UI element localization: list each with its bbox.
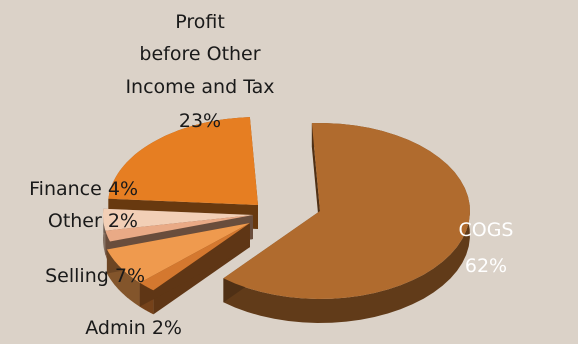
label-profit-line3: Income and Tax <box>125 76 274 98</box>
pie-slice-cogs <box>223 123 470 299</box>
pie-slice-admin <box>139 223 250 291</box>
pie-slice-face <box>311 123 320 235</box>
label-profit-pct: 23% <box>179 110 221 132</box>
pie-slice-profit-before-other-income-and-tax <box>108 117 259 205</box>
pie-slice-other <box>105 215 254 242</box>
label-cogs-pct: 62% <box>465 255 507 277</box>
pie-slice-selling <box>106 223 251 283</box>
pie-slices <box>103 117 470 323</box>
pie-slice-finance <box>103 208 253 231</box>
pie-slice-face <box>139 223 250 307</box>
label-finance: Finance 4% <box>29 178 138 200</box>
label-selling: Selling 7% <box>45 265 145 287</box>
label-admin: Admin 2% <box>85 317 182 339</box>
label-profit-line2: before Other <box>139 43 260 65</box>
pie-slice-rim <box>223 123 470 323</box>
label-profit-line1: Profit <box>175 11 225 33</box>
label-other: Other 2% <box>48 210 138 232</box>
label-cogs-name: COGS <box>458 219 513 241</box>
pie-slice-side <box>139 223 250 315</box>
